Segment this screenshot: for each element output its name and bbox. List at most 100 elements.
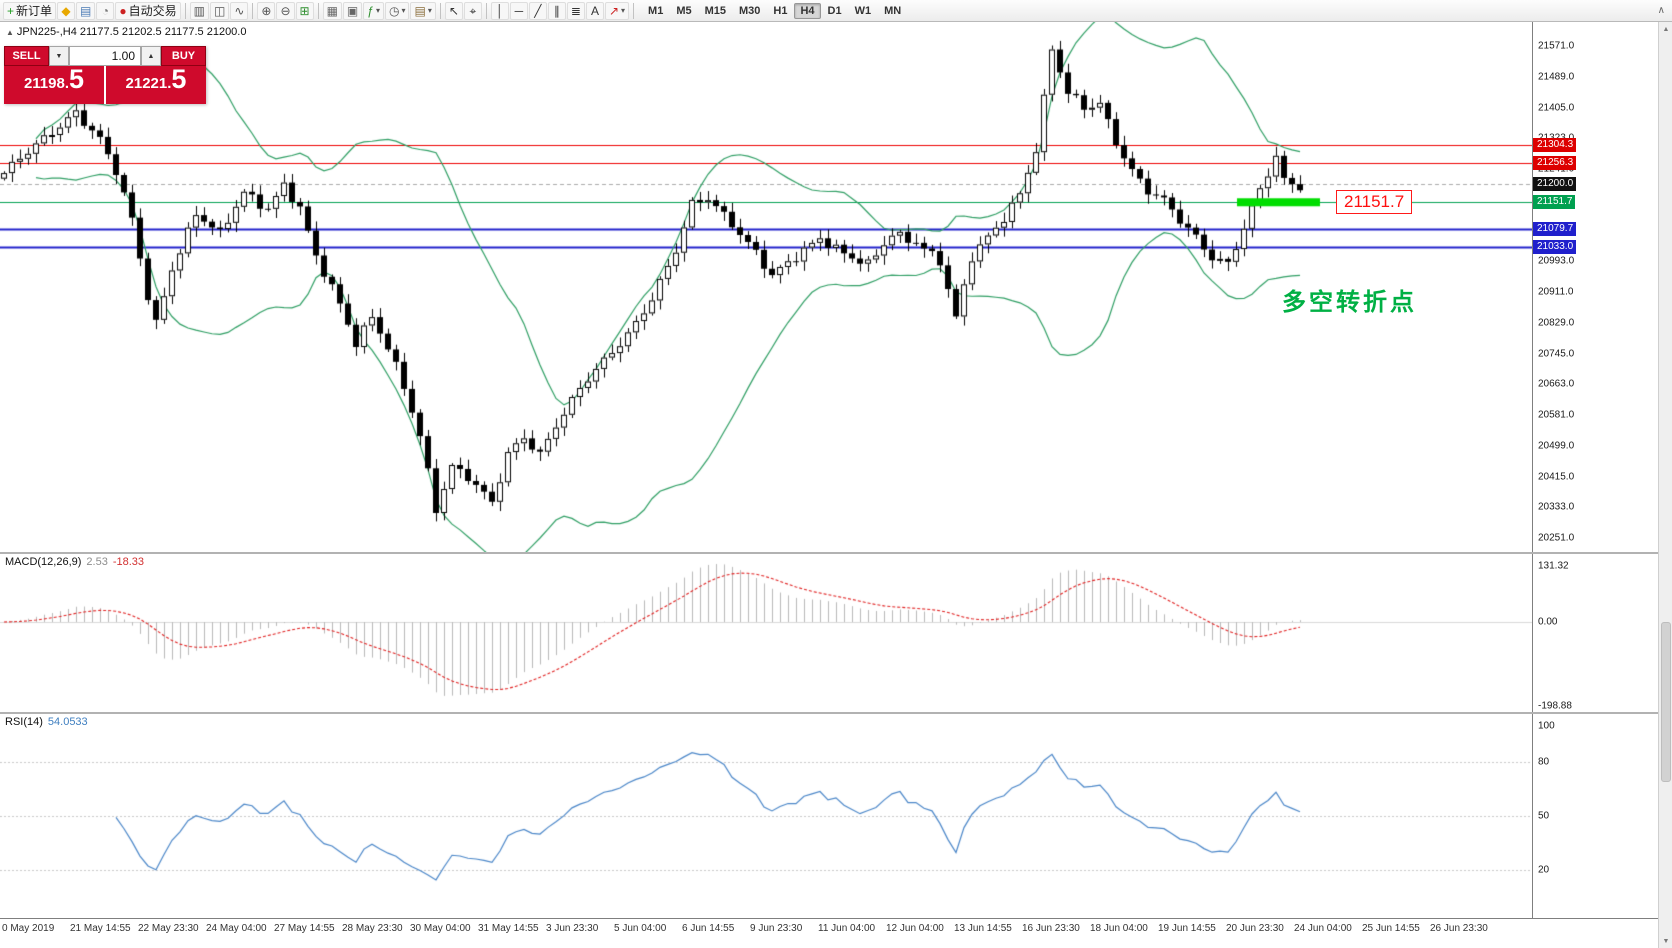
- toolbar-items: + 新订单 ◆ ▤ ◔ ● 自动交易 ▥ ◫ ∿ ⊕ ⊖ ⊞ ▦ ▣ ƒ ▾ ◷ ▾ ▤ ▾ ↖ ⌖ │ ─ ╱ ∥ ≣ A ↗ ▾: [3, 1, 637, 20]
- price-tag: 21256.3: [1533, 156, 1577, 171]
- macd-axis[interactable]: 131.32 0.00 -198.88: [1532, 554, 1658, 712]
- price-axis-label: 20663.0: [1538, 378, 1575, 390]
- time-axis-label: 3 Jun 23:30: [546, 923, 599, 934]
- price-axis-label: 20499.0: [1538, 440, 1575, 452]
- macd-panel: MACD(12,26,9) 2.53 -18.33 131.32 0.00 -198.8…: [0, 554, 1672, 712]
- market-watch-button[interactable]: ▤: [76, 1, 96, 20]
- text-button[interactable]: A: [585, 1, 604, 20]
- new-order-button-label: 新订单: [16, 4, 53, 18]
- price-axis-label: 21489.0: [1538, 71, 1575, 83]
- chart-bars-icon: ▥: [193, 3, 205, 18]
- templates-icon: ▤: [414, 3, 426, 18]
- grid-icon: ▦: [326, 3, 338, 18]
- chevron-down-icon: ▾: [401, 6, 406, 15]
- new-order-button[interactable]: + 新订单: [3, 1, 57, 20]
- panel-separator[interactable]: [0, 712, 1672, 714]
- grid-button[interactable]: ▦: [322, 1, 342, 20]
- time-axis-label: 11 Jun 04:00: [818, 923, 876, 934]
- price-axis-label: 21405.0: [1538, 102, 1575, 114]
- chart-line-button[interactable]: ∿: [230, 1, 249, 20]
- autotrading-button[interactable]: ● 自动交易: [115, 1, 181, 20]
- crosshair-button[interactable]: ⌖: [463, 1, 482, 20]
- time-axis-label: 24 Jun 04:00: [1294, 923, 1352, 934]
- trade-panel-prices: 21198. 5 21221. 5: [4, 66, 206, 104]
- macd-axis-label: -198.88: [1538, 700, 1572, 712]
- buy-price-big-digit: 5: [171, 64, 187, 94]
- rsi-axis[interactable]: 100 80 50 20: [1532, 714, 1658, 918]
- vertical-line-icon: │: [496, 3, 504, 18]
- time-axis-label: 5 Jun 04:00: [614, 923, 667, 934]
- chart-candles-button[interactable]: ◫: [209, 1, 230, 20]
- rsi-axis-label: 50: [1538, 810, 1550, 822]
- time-axis-label: 27 May 14:55: [274, 923, 335, 934]
- main-price-axis[interactable]: 21571.021489.021405.021323.021241.021159…: [1532, 22, 1658, 552]
- price-tag: 21151.7: [1533, 195, 1576, 210]
- collapse-triangle-icon: ▲: [6, 28, 14, 37]
- zoom-in-button[interactable]: ⊕: [257, 1, 276, 20]
- rsi-panel: RSI(14) 54.0533 100 80 50 20: [0, 714, 1672, 918]
- macd-axis-label: 0.00: [1538, 616, 1558, 628]
- chart-candles-icon: ◫: [213, 3, 226, 18]
- rsi-value: 54.0533: [47, 716, 88, 728]
- indicators-icon: ƒ: [367, 3, 374, 18]
- zoom-out-button[interactable]: ⊖: [276, 1, 295, 20]
- indicators-button[interactable]: ƒ ▾: [363, 1, 384, 20]
- periods-button[interactable]: ◷ ▾: [384, 1, 410, 20]
- metaeditor-button[interactable]: ◆: [57, 1, 76, 20]
- timeframe-m1[interactable]: M1: [648, 4, 664, 17]
- time-axis-label: 22 May 23:30: [138, 923, 199, 934]
- sell-price-button[interactable]: 21198. 5: [4, 66, 104, 104]
- fibonacci-icon: ≣: [570, 3, 581, 18]
- price-tag: 21200.0: [1533, 177, 1577, 192]
- timeframe-h1[interactable]: H1: [773, 4, 788, 17]
- objects-list-button[interactable]: ▣: [342, 1, 363, 20]
- tile-windows-button[interactable]: ⊞: [295, 1, 314, 20]
- lot-increase-button[interactable]: ▲: [141, 46, 161, 66]
- data-window-button[interactable]: ◔: [96, 1, 115, 20]
- buy-button[interactable]: BUY: [161, 46, 206, 66]
- timeframe-h4[interactable]: H4: [794, 2, 821, 19]
- timeframe-w1[interactable]: W1: [854, 4, 872, 17]
- fibonacci-button[interactable]: ≣: [566, 1, 585, 20]
- sell-button[interactable]: SELL: [4, 46, 49, 66]
- toolbar-overflow-button[interactable]: ∧: [1657, 5, 1665, 16]
- metaeditor-icon: ◆: [61, 3, 71, 18]
- arrows-button[interactable]: ↗ ▾: [604, 1, 630, 20]
- toolbar-separator: [633, 2, 635, 19]
- timeframe-mn[interactable]: MN: [884, 4, 902, 17]
- timeframe-m15[interactable]: M15: [704, 4, 726, 17]
- timeframe-m5[interactable]: M5: [676, 4, 692, 17]
- chart-bars-button[interactable]: ▥: [189, 1, 209, 20]
- toolbar-separator: [317, 2, 319, 19]
- templates-button[interactable]: ▤ ▾: [410, 1, 436, 20]
- rsi-canvas[interactable]: [0, 714, 1532, 918]
- lot-dropdown-button[interactable]: ▼: [49, 46, 69, 66]
- market-watch-icon: ▤: [80, 3, 92, 18]
- time-axis-label: 6 Jun 14:55: [682, 923, 735, 934]
- main-chart-canvas[interactable]: [0, 22, 1532, 552]
- horizontal-line-button[interactable]: ─: [509, 1, 528, 20]
- cursor-button[interactable]: ↖: [444, 1, 463, 20]
- scroll-up-icon[interactable]: ▲: [1662, 25, 1670, 33]
- macd-canvas[interactable]: [0, 554, 1532, 712]
- price-level-callout[interactable]: 21151.7: [1336, 190, 1413, 214]
- turning-point-annotation[interactable]: 多空转折点: [1282, 289, 1417, 316]
- time-axis[interactable]: 0 May 2019 21 May 14:55 22 May 23:30 24 May…: [0, 918, 1658, 938]
- tile-windows-icon: ⊞: [299, 3, 310, 18]
- timeframe-d1[interactable]: D1: [827, 4, 842, 17]
- buy-price-button[interactable]: 21221. 5: [106, 66, 206, 104]
- scroll-down-icon[interactable]: ▼: [1662, 937, 1670, 945]
- panel-separator[interactable]: [0, 552, 1672, 554]
- time-axis-label: 20 Jun 23:30: [1226, 923, 1284, 934]
- chevron-down-icon: ▼: [55, 52, 63, 60]
- rsi-axis-label: 20: [1538, 864, 1550, 876]
- window-scrollbar[interactable]: ▲ ▼: [1658, 22, 1672, 948]
- vertical-line-button[interactable]: │: [490, 1, 509, 20]
- macd-hist-value: 2.53: [86, 556, 108, 568]
- scroll-thumb[interactable]: [1661, 622, 1671, 782]
- timeframe-m30[interactable]: M30: [739, 4, 761, 17]
- crosshair-icon: ⌖: [469, 3, 477, 18]
- channel-button[interactable]: ∥: [547, 1, 566, 20]
- trendline-button[interactable]: ╱: [528, 1, 547, 20]
- lot-size-input[interactable]: [69, 46, 141, 66]
